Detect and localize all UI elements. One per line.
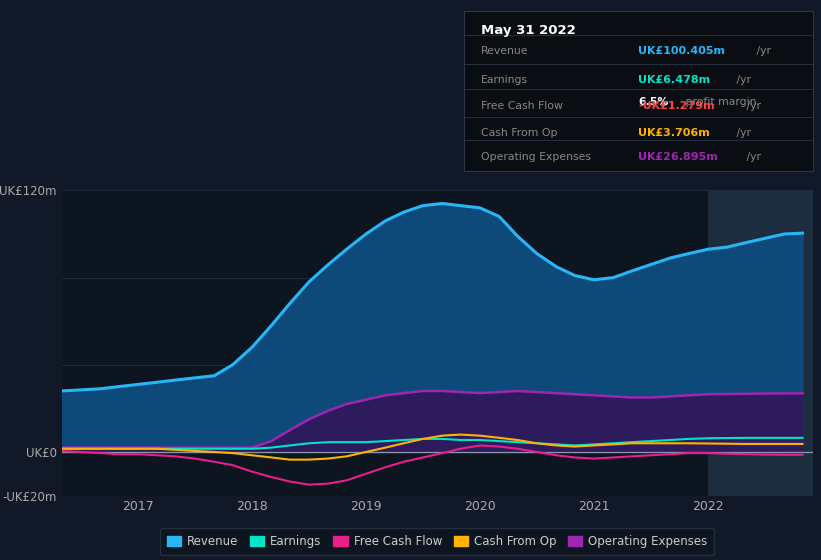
Text: UK£100.405m: UK£100.405m	[639, 46, 725, 57]
Text: UK£6.478m: UK£6.478m	[639, 75, 710, 85]
Text: /yr: /yr	[743, 101, 761, 110]
Legend: Revenue, Earnings, Free Cash Flow, Cash From Op, Operating Expenses: Revenue, Earnings, Free Cash Flow, Cash …	[160, 528, 714, 556]
Text: UK£3.706m: UK£3.706m	[639, 128, 710, 138]
Text: Cash From Op: Cash From Op	[481, 128, 557, 138]
Text: profit margin: profit margin	[682, 97, 756, 108]
Text: Free Cash Flow: Free Cash Flow	[481, 101, 563, 110]
Text: Earnings: Earnings	[481, 75, 529, 85]
Text: Operating Expenses: Operating Expenses	[481, 152, 591, 162]
Text: -UK£1.279m: -UK£1.279m	[639, 101, 715, 110]
Text: May 31 2022: May 31 2022	[481, 24, 576, 37]
Text: UK£26.895m: UK£26.895m	[639, 152, 718, 162]
Text: Revenue: Revenue	[481, 46, 529, 57]
Text: 6.5%: 6.5%	[639, 97, 668, 108]
Text: /yr: /yr	[754, 46, 772, 57]
Bar	[708, 190, 813, 496]
Text: /yr: /yr	[732, 128, 750, 138]
Text: /yr: /yr	[743, 152, 761, 162]
Text: /yr: /yr	[732, 75, 750, 85]
